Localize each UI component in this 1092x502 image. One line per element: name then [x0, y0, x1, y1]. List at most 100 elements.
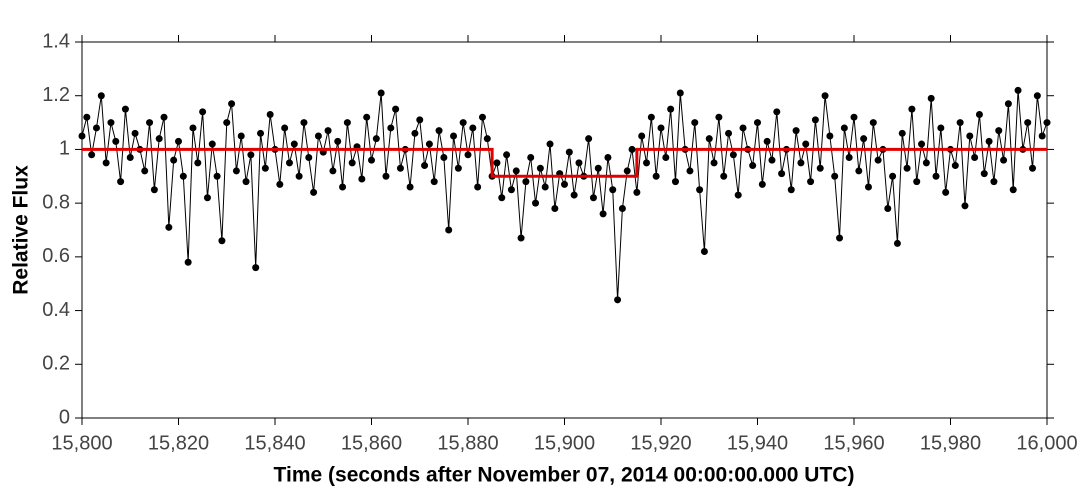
y-tick-label: 0.4 — [42, 299, 70, 321]
data-point — [763, 137, 771, 145]
data-point — [474, 183, 482, 191]
x-tick-label: 15,820 — [148, 432, 209, 454]
data-point — [797, 159, 805, 167]
data-point — [223, 119, 231, 127]
data-point — [83, 113, 91, 121]
data-point — [435, 127, 443, 135]
data-point — [421, 162, 429, 170]
data-point — [749, 162, 757, 170]
data-point — [975, 111, 983, 119]
data-point — [88, 151, 96, 159]
data-point — [614, 296, 622, 304]
x-tick-label: 15,980 — [920, 432, 981, 454]
data-point — [898, 129, 906, 137]
data-point — [131, 129, 139, 137]
x-tick-label: 15,940 — [727, 432, 788, 454]
data-point — [908, 105, 916, 113]
data-point — [961, 202, 969, 210]
data-point — [932, 172, 940, 180]
y-tick-label: 1.2 — [42, 84, 70, 106]
data-point — [430, 178, 438, 186]
data-point — [78, 132, 86, 140]
data-point — [691, 119, 699, 127]
data-point — [971, 153, 979, 161]
y-tick-label: 0.2 — [42, 353, 70, 375]
data-point — [237, 132, 245, 140]
data-point — [893, 239, 901, 247]
data-point — [903, 164, 911, 172]
data-point — [179, 172, 187, 180]
data-point — [92, 124, 100, 132]
data-point — [522, 178, 530, 186]
data-point — [112, 137, 120, 145]
data-point — [729, 151, 737, 159]
data-point — [715, 113, 723, 121]
data-point — [710, 159, 718, 167]
data-point — [363, 113, 371, 121]
data-point — [811, 116, 819, 124]
data-point — [290, 140, 298, 148]
data-point — [826, 132, 834, 140]
data-point — [913, 178, 921, 186]
data-point — [300, 119, 308, 127]
data-point — [575, 159, 583, 167]
data-point — [792, 127, 800, 135]
data-point — [261, 164, 269, 172]
data-point — [609, 186, 617, 194]
data-point — [377, 89, 385, 97]
data-point — [585, 135, 593, 143]
data-point — [1014, 86, 1022, 94]
data-point — [623, 167, 631, 175]
data-point — [647, 113, 655, 121]
data-point — [170, 156, 178, 164]
y-tick-label: 0 — [59, 406, 70, 428]
data-point — [816, 164, 824, 172]
data-point — [869, 119, 877, 127]
data-point — [604, 153, 612, 161]
data-point — [478, 113, 486, 121]
data-point — [874, 156, 882, 164]
data-point — [324, 127, 332, 135]
data-point — [199, 108, 207, 116]
data-point — [507, 186, 515, 194]
data-point — [464, 151, 472, 159]
data-point — [97, 92, 105, 100]
data-point — [348, 159, 356, 167]
data-point — [503, 151, 511, 159]
data-point — [392, 105, 400, 113]
data-point — [570, 191, 578, 199]
y-tick-label: 1 — [59, 138, 70, 160]
data-point — [469, 124, 477, 132]
data-point — [918, 140, 926, 148]
data-point — [884, 205, 892, 213]
data-point — [228, 100, 236, 108]
y-axis-title: Relative Flux — [10, 165, 33, 295]
data-point — [836, 234, 844, 242]
data-point — [1029, 164, 1037, 172]
data-point — [671, 178, 679, 186]
y-tick-label: 0.8 — [42, 191, 70, 213]
data-point — [942, 188, 950, 196]
data-point — [440, 153, 448, 161]
data-point — [541, 183, 549, 191]
data-point — [840, 124, 848, 132]
data-point — [720, 172, 728, 180]
data-point — [459, 119, 467, 127]
data-point — [126, 153, 134, 161]
data-point — [102, 159, 110, 167]
data-point — [734, 191, 742, 199]
data-point — [565, 148, 573, 156]
data-point — [758, 180, 766, 188]
data-point — [445, 226, 453, 234]
x-tick-label: 15,860 — [341, 432, 402, 454]
data-point — [966, 132, 974, 140]
data-point — [257, 129, 265, 137]
data-point — [618, 205, 626, 213]
data-point — [985, 137, 993, 145]
data-point — [285, 159, 293, 167]
x-tick-label: 15,800 — [51, 432, 112, 454]
data-point — [281, 124, 289, 132]
y-tick-label: 1.4 — [42, 30, 70, 52]
data-point — [454, 164, 462, 172]
